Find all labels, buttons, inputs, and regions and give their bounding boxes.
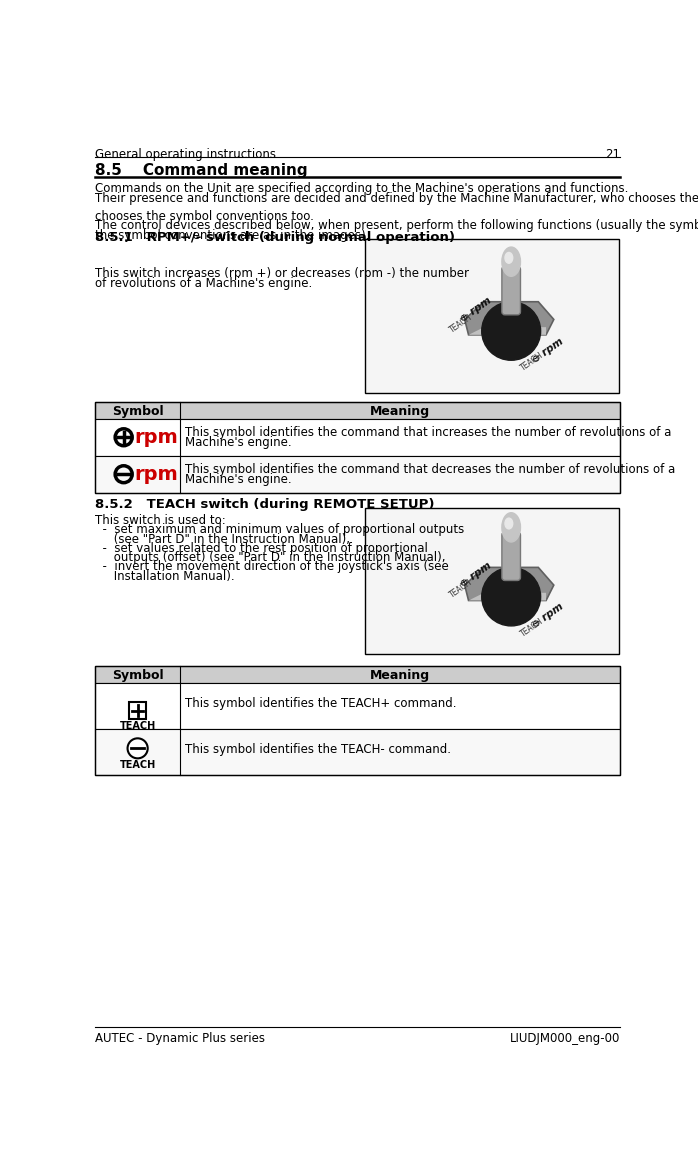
Text: The control devices described below, when present, perform the following functio: The control devices described below, whe…	[95, 219, 698, 232]
Text: -  set values related to the rest position of proportional: - set values related to the rest positio…	[95, 541, 428, 555]
Text: rpm: rpm	[135, 464, 178, 483]
Text: ⊖ rpm: ⊖ rpm	[530, 336, 565, 364]
FancyBboxPatch shape	[502, 532, 521, 580]
Ellipse shape	[502, 512, 521, 541]
Text: AUTEC - Dynamic Plus series: AUTEC - Dynamic Plus series	[95, 1032, 265, 1044]
Text: Machine's engine.: Machine's engine.	[185, 436, 292, 449]
Text: -  set maximum and minimum values of proportional outputs: - set maximum and minimum values of prop…	[95, 524, 464, 537]
Text: outputs (offset) (see "Part D" in the Instruction Manual),: outputs (offset) (see "Part D" in the In…	[95, 551, 445, 564]
Text: of revolutions of a Machine's engine.: of revolutions of a Machine's engine.	[95, 277, 312, 291]
Text: TEACH: TEACH	[447, 313, 474, 334]
Text: chooses the symbol conventions too.: chooses the symbol conventions too.	[95, 210, 314, 223]
Text: Machine's engine.: Machine's engine.	[185, 474, 292, 487]
FancyBboxPatch shape	[364, 238, 619, 392]
Text: the symbol conventions are as in the images).: the symbol conventions are as in the ima…	[95, 229, 369, 242]
Circle shape	[482, 567, 541, 626]
FancyBboxPatch shape	[95, 666, 621, 683]
Text: ⊕ rpm: ⊕ rpm	[459, 561, 493, 589]
Circle shape	[128, 739, 148, 759]
Text: -  invert the movement direction of the joystick's axis (see: - invert the movement direction of the j…	[95, 560, 449, 573]
Text: This symbol identifies the TEACH+ command.: This symbol identifies the TEACH+ comman…	[185, 697, 456, 710]
Text: This symbol identifies the command that decreases the number of revolutions of a: This symbol identifies the command that …	[185, 463, 675, 476]
Text: This symbol identifies the TEACH- command.: This symbol identifies the TEACH- comman…	[185, 743, 451, 756]
Text: Meaning: Meaning	[370, 669, 431, 682]
Text: TEACH: TEACH	[119, 720, 156, 731]
Text: Their presence and functions are decided and defined by the Machine Manufacturer: Their presence and functions are decided…	[95, 191, 698, 204]
Text: 8.5.1   RPM+/- switch (during normal operation): 8.5.1 RPM+/- switch (during normal opera…	[95, 231, 455, 244]
Text: 8.5    Command meaning: 8.5 Command meaning	[95, 163, 308, 179]
Text: Symbol: Symbol	[112, 669, 163, 682]
Text: This switch increases (rpm +) or decreases (rpm -) the number: This switch increases (rpm +) or decreas…	[95, 267, 469, 280]
Text: 8.5.2   TEACH switch (during REMOTE SETUP): 8.5.2 TEACH switch (during REMOTE SETUP)	[95, 498, 434, 511]
Text: This symbol identifies the command that increases the number of revolutions of a: This symbol identifies the command that …	[185, 426, 671, 440]
FancyBboxPatch shape	[95, 419, 621, 456]
Text: (see "Part D" in the Instruction Manual),: (see "Part D" in the Instruction Manual)…	[95, 533, 350, 546]
Polygon shape	[465, 302, 554, 335]
FancyBboxPatch shape	[95, 401, 621, 419]
FancyBboxPatch shape	[502, 266, 521, 315]
Circle shape	[482, 302, 541, 361]
Text: Symbol: Symbol	[112, 405, 163, 418]
Text: 21: 21	[605, 148, 621, 161]
FancyBboxPatch shape	[95, 683, 621, 729]
FancyBboxPatch shape	[129, 703, 146, 719]
Text: TEACH: TEACH	[519, 351, 545, 372]
Text: TEACH: TEACH	[119, 760, 156, 770]
Text: ⊖ rpm: ⊖ rpm	[530, 601, 565, 630]
Ellipse shape	[502, 247, 521, 277]
Text: General operating instructions: General operating instructions	[95, 148, 276, 161]
Text: Meaning: Meaning	[370, 405, 431, 418]
Text: Commands on the Unit are specified according to the Machine's operations and fun: Commands on the Unit are specified accor…	[95, 182, 628, 195]
Ellipse shape	[505, 518, 513, 529]
Text: This switch is used to:: This switch is used to:	[95, 515, 225, 527]
Text: rpm: rpm	[135, 428, 178, 447]
FancyBboxPatch shape	[364, 508, 619, 655]
Polygon shape	[465, 567, 554, 601]
FancyBboxPatch shape	[95, 456, 621, 492]
Text: ⊕ rpm: ⊕ rpm	[459, 295, 493, 323]
Text: LIUDJM000_eng-00: LIUDJM000_eng-00	[510, 1032, 621, 1044]
Ellipse shape	[505, 252, 513, 264]
Polygon shape	[468, 593, 546, 601]
Text: TEACH: TEACH	[519, 616, 545, 638]
Text: Installation Manual).: Installation Manual).	[95, 569, 235, 582]
Polygon shape	[468, 327, 546, 335]
FancyBboxPatch shape	[95, 729, 621, 775]
Text: TEACH: TEACH	[447, 578, 474, 600]
